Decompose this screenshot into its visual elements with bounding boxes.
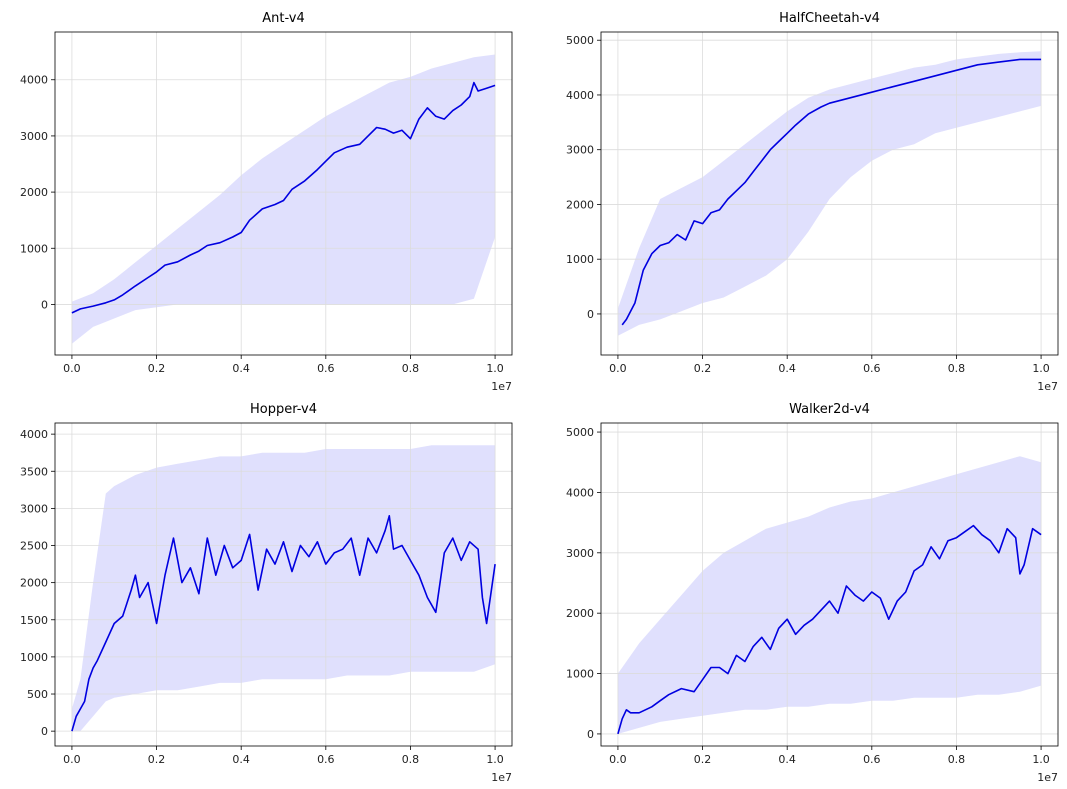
y-tick-label: 4000 <box>20 74 48 87</box>
subplot-ant: Ant-v4 0.0 0.2 0.4 0.6 0.8 1.0 0 1000 2000 3000 40… <box>20 11 513 393</box>
x-tick-label: 0.4 <box>778 362 796 375</box>
x-tick-label: 1.0 <box>486 753 504 766</box>
confidence-band <box>71 54 496 344</box>
x-tick-label: 0.4 <box>232 362 250 375</box>
mean-series-0 <box>617 524 1042 735</box>
plot-frame <box>600 31 1059 356</box>
y-tick-label: 2500 <box>20 540 48 553</box>
x-tick-label: 0.4 <box>778 753 796 766</box>
subplot-title: Hopper-v4 <box>250 402 317 417</box>
x-tick-label: 0.2 <box>148 362 166 375</box>
mean-line <box>617 524 1042 735</box>
x-tick-label: 0.2 <box>148 753 166 766</box>
x-tick-label: 0.0 <box>63 362 81 375</box>
x-offset-label: 1e7 <box>491 380 512 393</box>
y-tick-label: 5000 <box>566 426 594 439</box>
x-tick-label: 0.2 <box>694 362 712 375</box>
x-tick-label: 0.6 <box>317 362 335 375</box>
y-tick-label: 3000 <box>566 547 594 560</box>
axes: 0.0 0.2 0.4 0.6 0.8 1.0 0 500 1000 1500 2000 2500 30… <box>20 422 513 766</box>
y-tick-label: 0 <box>587 308 594 321</box>
y-tick-label: 5000 <box>566 34 594 47</box>
y-tick-label: 1000 <box>566 668 594 681</box>
x-tick-label: 0.8 <box>402 362 420 375</box>
plot-frame <box>600 422 1059 747</box>
y-tick-label: 1000 <box>20 242 48 255</box>
grid <box>55 423 512 746</box>
plot-frame <box>54 422 513 747</box>
x-tick-label: 0.0 <box>609 362 627 375</box>
y-tick-label: 0 <box>587 728 594 741</box>
subplot-walker2d: Walker2d-v4 0.0 0.2 0.4 0.6 0.8 1.0 0 1000 2000 3… <box>566 402 1059 784</box>
x-tick-label: 0.6 <box>863 753 881 766</box>
band-area-0 <box>617 456 1042 734</box>
y-tick-label: 4000 <box>566 486 594 499</box>
mean-line <box>71 514 496 732</box>
y-tick-label: 3000 <box>20 130 48 143</box>
subplot-title: Walker2d-v4 <box>789 402 870 417</box>
grid <box>601 423 1058 746</box>
mean-series-0 <box>71 81 496 314</box>
y-tick-label: 3000 <box>20 502 48 515</box>
y-tick-label: 2000 <box>20 577 48 590</box>
x-tick-label: 0.2 <box>694 753 712 766</box>
axes: 0.0 0.2 0.4 0.6 0.8 1.0 0 1000 2000 3000 4000 5000 <box>566 422 1059 766</box>
confidence-band <box>617 51 1042 336</box>
y-tick-label: 0 <box>41 725 48 738</box>
mean-line <box>621 58 1042 326</box>
x-tick-label: 0.6 <box>863 362 881 375</box>
x-offset-label: 1e7 <box>1037 380 1058 393</box>
subplot-halfcheetah: HalfCheetah-v4 0.0 0.2 0.4 0.6 0.8 1.0 0 1000 20… <box>566 11 1059 393</box>
x-tick-label: 1.0 <box>1032 753 1050 766</box>
y-tick-label: 1000 <box>566 253 594 266</box>
band-area-0 <box>617 51 1042 336</box>
y-tick-label: 2000 <box>566 607 594 620</box>
x-tick-label: 0.0 <box>63 753 81 766</box>
subplot-title: HalfCheetah-v4 <box>779 11 880 26</box>
confidence-band <box>617 456 1042 734</box>
y-tick-label: 4000 <box>20 428 48 441</box>
x-tick-label: 0.8 <box>402 753 420 766</box>
subplot-hopper: Hopper-v4 0.0 0.2 0.4 0.6 0.8 1.0 0 500 1000 1500… <box>20 402 513 784</box>
y-tick-label: 3500 <box>20 465 48 478</box>
x-tick-label: 0.8 <box>948 753 966 766</box>
x-tick-label: 0.6 <box>317 753 335 766</box>
x-tick-label: 0.8 <box>948 362 966 375</box>
mean-series-0 <box>621 58 1042 326</box>
x-offset-label: 1e7 <box>1037 771 1058 784</box>
axes: 0.0 0.2 0.4 0.6 0.8 1.0 0 1000 2000 3000 4000 <box>20 31 513 375</box>
mean-line <box>71 81 496 314</box>
x-offset-label: 1e7 <box>491 771 512 784</box>
x-tick-label: 1.0 <box>1032 362 1050 375</box>
y-tick-label: 0 <box>41 298 48 311</box>
x-tick-label: 0.4 <box>232 753 250 766</box>
y-tick-label: 2000 <box>20 186 48 199</box>
band-area-0 <box>71 54 496 344</box>
grid <box>601 32 1058 355</box>
x-tick-label: 0.0 <box>609 753 627 766</box>
y-tick-label: 4000 <box>566 89 594 102</box>
x-tick-label: 1.0 <box>486 362 504 375</box>
y-tick-label: 1500 <box>20 614 48 627</box>
y-tick-label: 1000 <box>20 651 48 664</box>
y-tick-label: 2000 <box>566 198 594 211</box>
axes: 0.0 0.2 0.4 0.6 0.8 1.0 0 1000 2000 3000 4000 5000 <box>566 31 1059 375</box>
subplot-title: Ant-v4 <box>262 11 305 26</box>
mean-series-0 <box>71 514 496 732</box>
y-tick-label: 3000 <box>566 144 594 157</box>
y-tick-label: 500 <box>27 688 48 701</box>
plot-frame <box>54 31 513 356</box>
